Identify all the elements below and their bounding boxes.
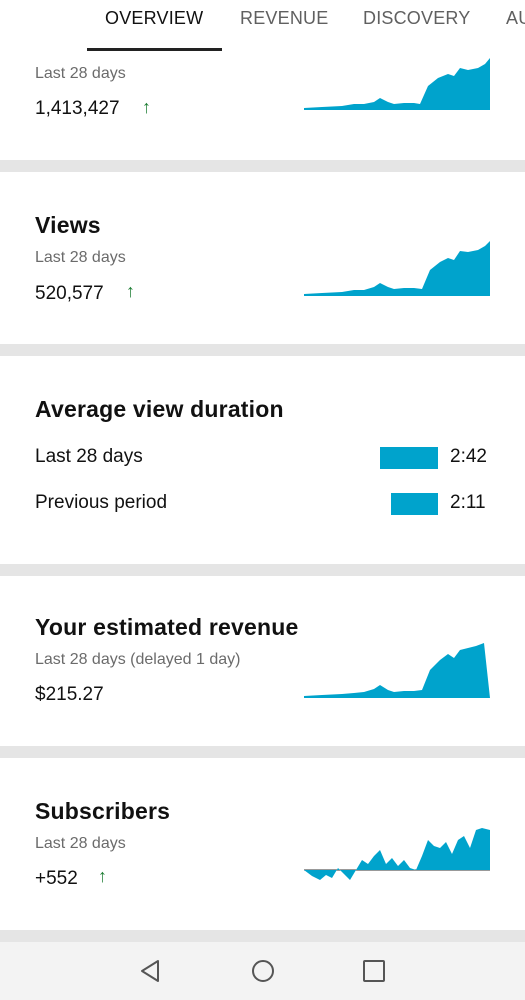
trend-up-arrow-icon: ↑ xyxy=(98,866,107,886)
revenue-value: $215.27 xyxy=(35,684,104,705)
card-separator xyxy=(0,564,525,576)
watch-time-card[interactable]: Last 28 days 1,413,427 ↑ xyxy=(0,52,525,160)
subscribers-title: Subscribers xyxy=(35,798,171,824)
views-value: 520,577 xyxy=(35,283,104,304)
analytics-tab-bar: OVERVIEW REVENUE DISCOVERY AU xyxy=(0,0,525,52)
avg-view-duration-title: Average view duration xyxy=(35,396,284,422)
active-tab-indicator xyxy=(87,48,222,51)
watch-time-period: Last 28 days xyxy=(35,65,126,82)
subscribers-value: +552 xyxy=(35,868,78,889)
system-navigation-bar xyxy=(0,942,525,1000)
tab-audience[interactable]: AU xyxy=(506,8,525,28)
back-icon[interactable] xyxy=(136,956,166,986)
revenue-period: Last 28 days (delayed 1 day) xyxy=(35,651,241,668)
card-separator xyxy=(0,746,525,758)
tab-overview[interactable]: OVERVIEW xyxy=(105,8,204,28)
current-period-label: Last 28 days xyxy=(35,446,143,467)
card-separator xyxy=(0,930,525,942)
card-separator xyxy=(0,344,525,356)
subscribers-period: Last 28 days xyxy=(35,835,126,852)
views-title: Views xyxy=(35,212,101,238)
card-separator xyxy=(0,160,525,172)
previous-period-bar xyxy=(391,493,438,515)
previous-period-duration: 2:11 xyxy=(450,492,486,513)
views-card[interactable]: Views Last 28 days 520,577 ↑ xyxy=(0,172,525,344)
views-period: Last 28 days xyxy=(35,249,126,266)
views-sparkline xyxy=(304,241,490,296)
recents-icon[interactable] xyxy=(359,956,389,986)
current-period-bar xyxy=(380,447,438,469)
subscribers-sparkline xyxy=(304,828,490,880)
revenue-card[interactable]: Your estimated revenue Last 28 days (del… xyxy=(0,576,525,746)
home-icon[interactable] xyxy=(248,956,278,986)
avg-view-duration-card[interactable]: Average view duration Last 28 days 2:42 … xyxy=(0,356,525,564)
watch-time-sparkline xyxy=(304,58,490,110)
trend-up-arrow-icon: ↑ xyxy=(142,97,151,117)
subscribers-card[interactable]: Subscribers Last 28 days +552 ↑ xyxy=(0,758,525,930)
revenue-title: Your estimated revenue xyxy=(35,614,299,640)
revenue-sparkline xyxy=(304,643,490,698)
previous-period-label: Previous period xyxy=(35,492,168,513)
tab-revenue[interactable]: REVENUE xyxy=(240,8,329,28)
current-period-duration: 2:42 xyxy=(450,446,487,467)
trend-up-arrow-icon: ↑ xyxy=(126,281,135,301)
tab-discovery[interactable]: DISCOVERY xyxy=(363,8,471,28)
watch-time-value: 1,413,427 xyxy=(35,98,120,119)
